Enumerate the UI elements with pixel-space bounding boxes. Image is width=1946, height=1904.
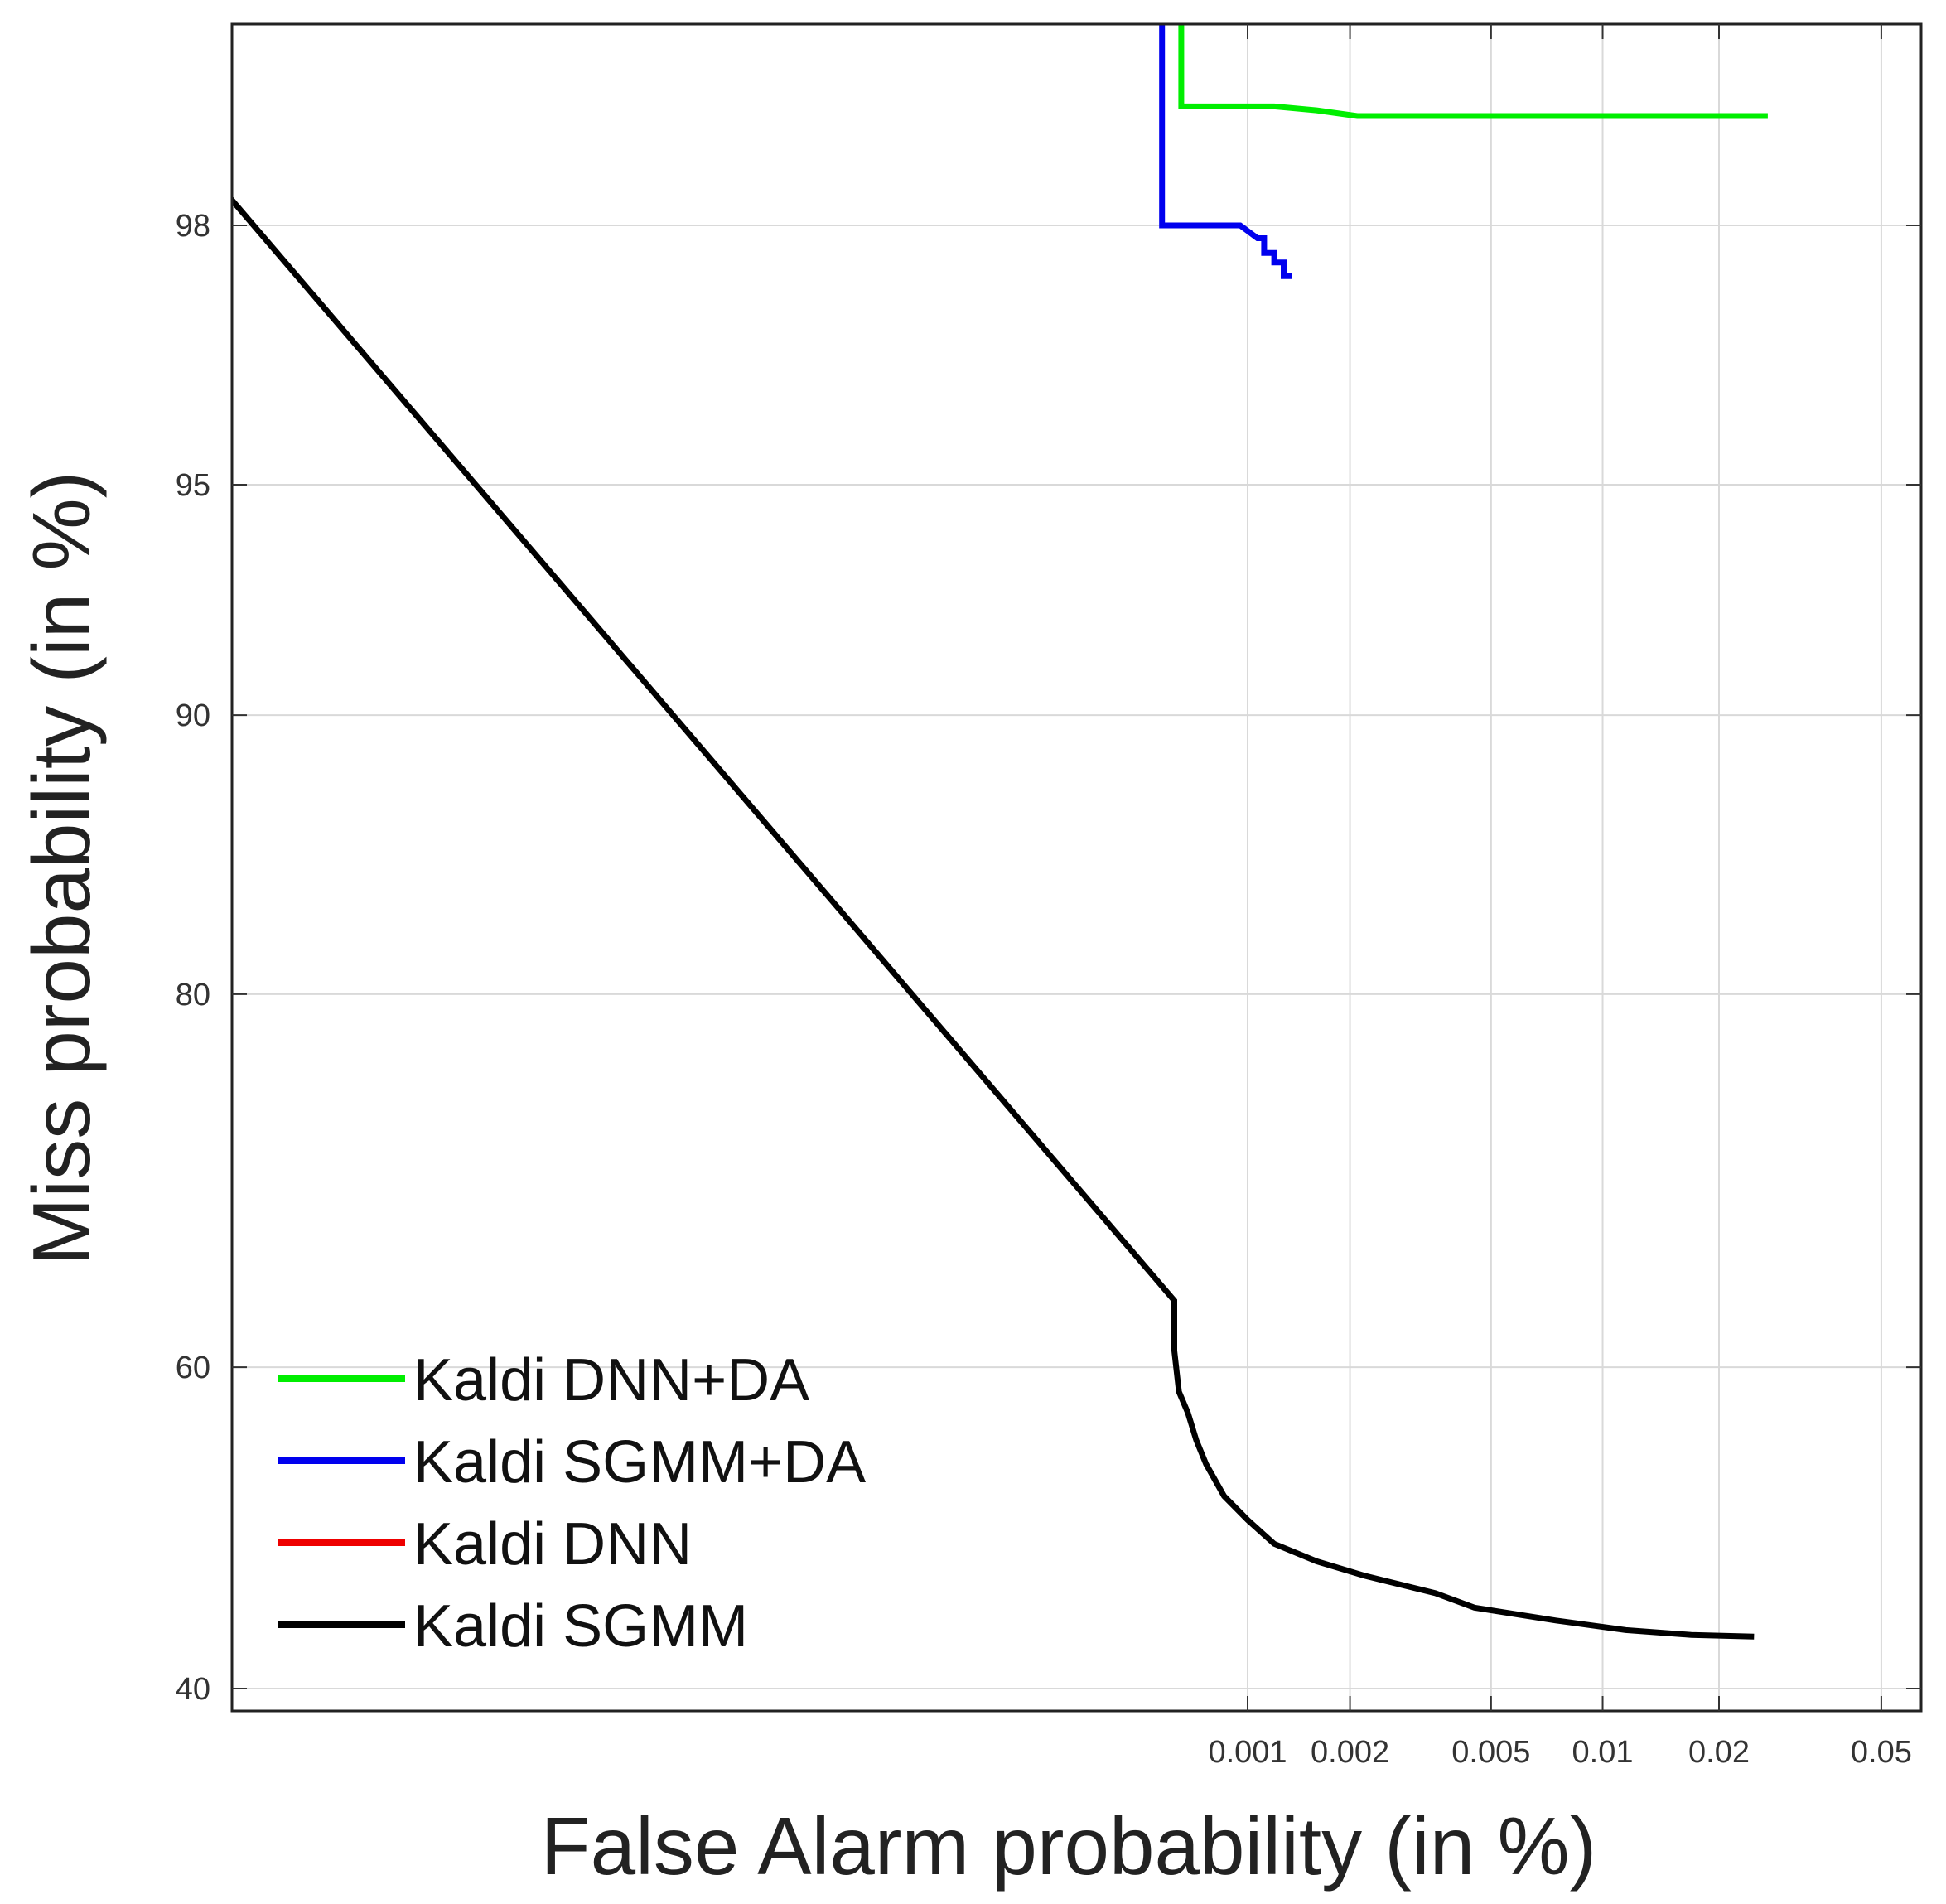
- legend-label-kaldi-dnn: Kaldi DNN: [413, 1511, 692, 1578]
- series-group: [232, 24, 1768, 1640]
- legend-label-kaldi-sgmm: Kaldi SGMM: [413, 1593, 748, 1660]
- x-axis-title: False Alarm probability (in %): [541, 1800, 1596, 1892]
- y-tick-label: 80: [176, 978, 210, 1012]
- y-tick-label: 90: [176, 698, 210, 733]
- series-line-kaldi-sgmm: [232, 196, 1755, 1640]
- legend-label-kaldi-sgmm-da: Kaldi SGMM+DA: [413, 1429, 866, 1496]
- x-tick-label: 0.002: [1311, 1735, 1389, 1770]
- x-tick-label: 0.001: [1208, 1735, 1287, 1770]
- plot-area-frame: [230, 22, 1923, 1713]
- y-tick-label: 60: [176, 1351, 210, 1385]
- legend: Kaldi DNN+DA Kaldi SGMM+DA Kaldi DNN Kaldi …: [278, 1347, 866, 1660]
- y-axis-title: Miss probability (in %): [16, 471, 107, 1265]
- series-line-kaldi-sgmm-da: [1159, 24, 1292, 279]
- axis-ticks: 40 60 80 90 95 98 0.001 0.002 0.005 0.01 0.02 0.05: [176, 24, 1921, 1770]
- grid: [232, 24, 1921, 1711]
- legend-label-kaldi-dnn-da: Kaldi DNN+DA: [413, 1347, 809, 1414]
- x-tick-label: 0.005: [1451, 1735, 1530, 1770]
- x-tick-label: 0.05: [1851, 1735, 1912, 1770]
- y-tick-label: 95: [176, 468, 210, 503]
- x-tick-label: 0.02: [1688, 1735, 1750, 1770]
- series-line-kaldi-dnn-da: [1178, 24, 1768, 119]
- y-tick-label: 98: [176, 209, 210, 244]
- y-tick-label: 40: [176, 1672, 210, 1707]
- x-tick-label: 0.01: [1572, 1735, 1634, 1770]
